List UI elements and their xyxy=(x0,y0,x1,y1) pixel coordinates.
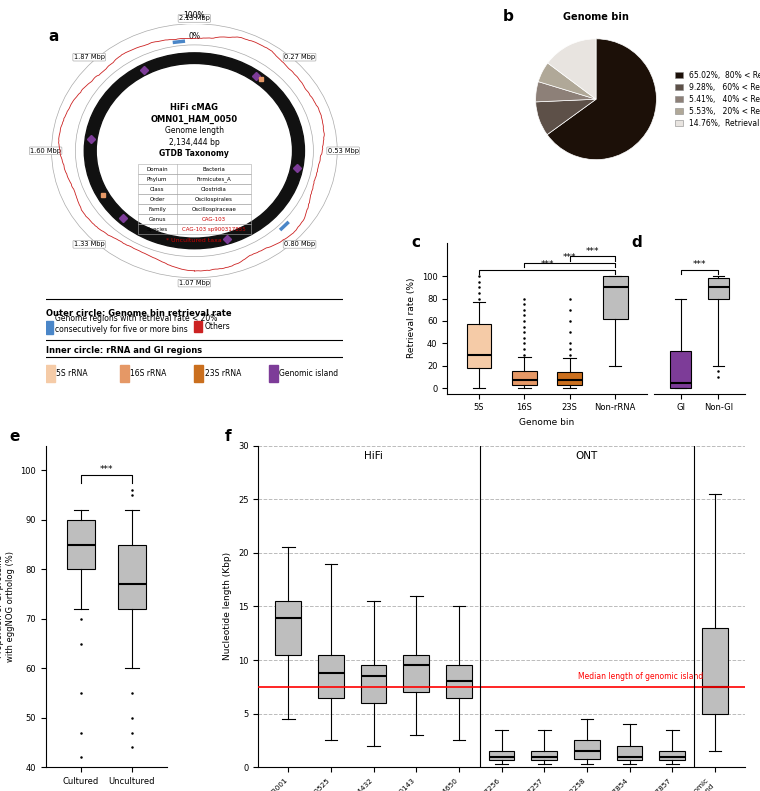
Bar xyxy=(195,321,202,331)
Text: f: f xyxy=(224,430,231,445)
PathPatch shape xyxy=(702,628,728,713)
Text: * Uncultured taxa: * Uncultured taxa xyxy=(166,237,222,243)
Text: b: b xyxy=(502,9,513,24)
PathPatch shape xyxy=(318,655,344,698)
Text: ***: *** xyxy=(100,465,113,474)
Title: Genome bin: Genome bin xyxy=(563,12,629,21)
Text: Class: Class xyxy=(150,187,164,191)
PathPatch shape xyxy=(531,751,557,760)
Text: 1.07 Mbp: 1.07 Mbp xyxy=(179,280,210,286)
Bar xyxy=(138,174,251,184)
Bar xyxy=(46,365,55,382)
Bar xyxy=(138,204,251,214)
PathPatch shape xyxy=(660,751,685,760)
Text: 0.27 Mbp: 0.27 Mbp xyxy=(284,55,315,60)
Bar xyxy=(138,225,251,234)
Text: Genome length
2,134,444 bp: Genome length 2,134,444 bp xyxy=(165,126,224,146)
Text: Genomic island: Genomic island xyxy=(279,369,338,378)
Text: 1.60 Mbp: 1.60 Mbp xyxy=(30,148,61,153)
Wedge shape xyxy=(536,99,596,134)
Bar xyxy=(46,320,53,334)
Text: 1.87 Mbp: 1.87 Mbp xyxy=(74,55,105,60)
Text: 0.53 Mbp: 0.53 Mbp xyxy=(328,148,359,153)
Text: Order: Order xyxy=(150,197,165,202)
Text: e: e xyxy=(9,430,20,445)
Wedge shape xyxy=(548,39,596,99)
Text: Others: Others xyxy=(204,322,230,331)
Text: 23S rRNA: 23S rRNA xyxy=(204,369,241,378)
Bar xyxy=(120,365,129,382)
PathPatch shape xyxy=(67,520,95,570)
PathPatch shape xyxy=(404,655,429,692)
Bar xyxy=(138,164,251,174)
Text: Genome regions with retrieval rate < 20%
consecutively for five or more bins: Genome regions with retrieval rate < 20%… xyxy=(55,314,217,335)
Text: Domain: Domain xyxy=(147,167,168,172)
Text: Oscilospirales: Oscilospirales xyxy=(195,197,233,202)
Bar xyxy=(269,365,277,382)
PathPatch shape xyxy=(603,276,628,319)
Text: CAG-103: CAG-103 xyxy=(201,217,226,221)
Text: c: c xyxy=(411,235,420,250)
Y-axis label: Proportion of GI proteins
with eggNOG ortholog (%): Proportion of GI proteins with eggNOG or… xyxy=(0,551,14,662)
Text: ***: *** xyxy=(563,253,577,263)
Text: Species: Species xyxy=(147,227,168,232)
Text: 16S rRNA: 16S rRNA xyxy=(131,369,166,378)
Text: 5S rRNA: 5S rRNA xyxy=(56,369,87,378)
Text: ***: *** xyxy=(586,247,599,255)
Text: Clostridia: Clostridia xyxy=(201,187,226,191)
Text: ***: *** xyxy=(692,260,706,269)
Text: Median length of genomic island: Median length of genomic island xyxy=(578,672,704,682)
Text: Genus: Genus xyxy=(148,217,166,221)
Text: 100%: 100% xyxy=(184,11,205,20)
PathPatch shape xyxy=(489,751,515,760)
PathPatch shape xyxy=(557,373,582,384)
Y-axis label: Nucleotide length (Kbp): Nucleotide length (Kbp) xyxy=(223,552,233,660)
PathPatch shape xyxy=(361,665,386,703)
PathPatch shape xyxy=(118,544,146,609)
Bar xyxy=(138,194,251,204)
Text: 2.13 Mbp: 2.13 Mbp xyxy=(179,16,210,21)
Wedge shape xyxy=(536,81,596,102)
Text: Firmicutes_A: Firmicutes_A xyxy=(196,176,231,182)
Text: 0.80 Mbp: 0.80 Mbp xyxy=(284,241,315,248)
Y-axis label: Retrieval rate (%): Retrieval rate (%) xyxy=(407,278,416,358)
Wedge shape xyxy=(547,39,657,160)
PathPatch shape xyxy=(617,746,642,760)
Text: ONT: ONT xyxy=(576,451,598,461)
Text: CAG-103 sp900317855: CAG-103 sp900317855 xyxy=(182,227,245,232)
PathPatch shape xyxy=(574,740,600,759)
Bar xyxy=(138,184,251,194)
Text: Oscillospiraceae: Oscillospiraceae xyxy=(192,206,236,212)
Text: 0%: 0% xyxy=(188,32,201,41)
PathPatch shape xyxy=(670,351,691,388)
PathPatch shape xyxy=(467,324,492,368)
Text: Phylum: Phylum xyxy=(147,176,167,182)
PathPatch shape xyxy=(512,371,537,384)
Bar xyxy=(195,365,203,382)
Text: 1.33 Mbp: 1.33 Mbp xyxy=(74,241,105,248)
PathPatch shape xyxy=(708,278,729,299)
X-axis label: Genome bin: Genome bin xyxy=(519,418,575,427)
Wedge shape xyxy=(538,63,596,99)
Text: HiFi cMAG
OMN01_HAM_0050: HiFi cMAG OMN01_HAM_0050 xyxy=(150,104,238,124)
Text: Bacteria: Bacteria xyxy=(202,167,225,172)
PathPatch shape xyxy=(275,601,301,655)
Text: ***: *** xyxy=(540,260,554,269)
Bar xyxy=(138,214,251,225)
Legend: 65.02%,  80% < Retrieval rate, 9.28%,   60% < Retrieval rate ≤ 80%, 5.41%,   40%: 65.02%, 80% < Retrieval rate, 9.28%, 60%… xyxy=(676,70,760,128)
Text: Family: Family xyxy=(148,206,166,212)
Text: HiFi: HiFi xyxy=(364,451,383,461)
PathPatch shape xyxy=(446,665,472,698)
Text: d: d xyxy=(632,235,642,250)
Text: GTDB Taxonomy: GTDB Taxonomy xyxy=(160,149,230,158)
Text: Inner circle: rRNA and GI regions: Inner circle: rRNA and GI regions xyxy=(46,346,201,354)
Text: Outer circle: Genome bin retrieval rate: Outer circle: Genome bin retrieval rate xyxy=(46,309,231,318)
Text: a: a xyxy=(49,29,59,44)
